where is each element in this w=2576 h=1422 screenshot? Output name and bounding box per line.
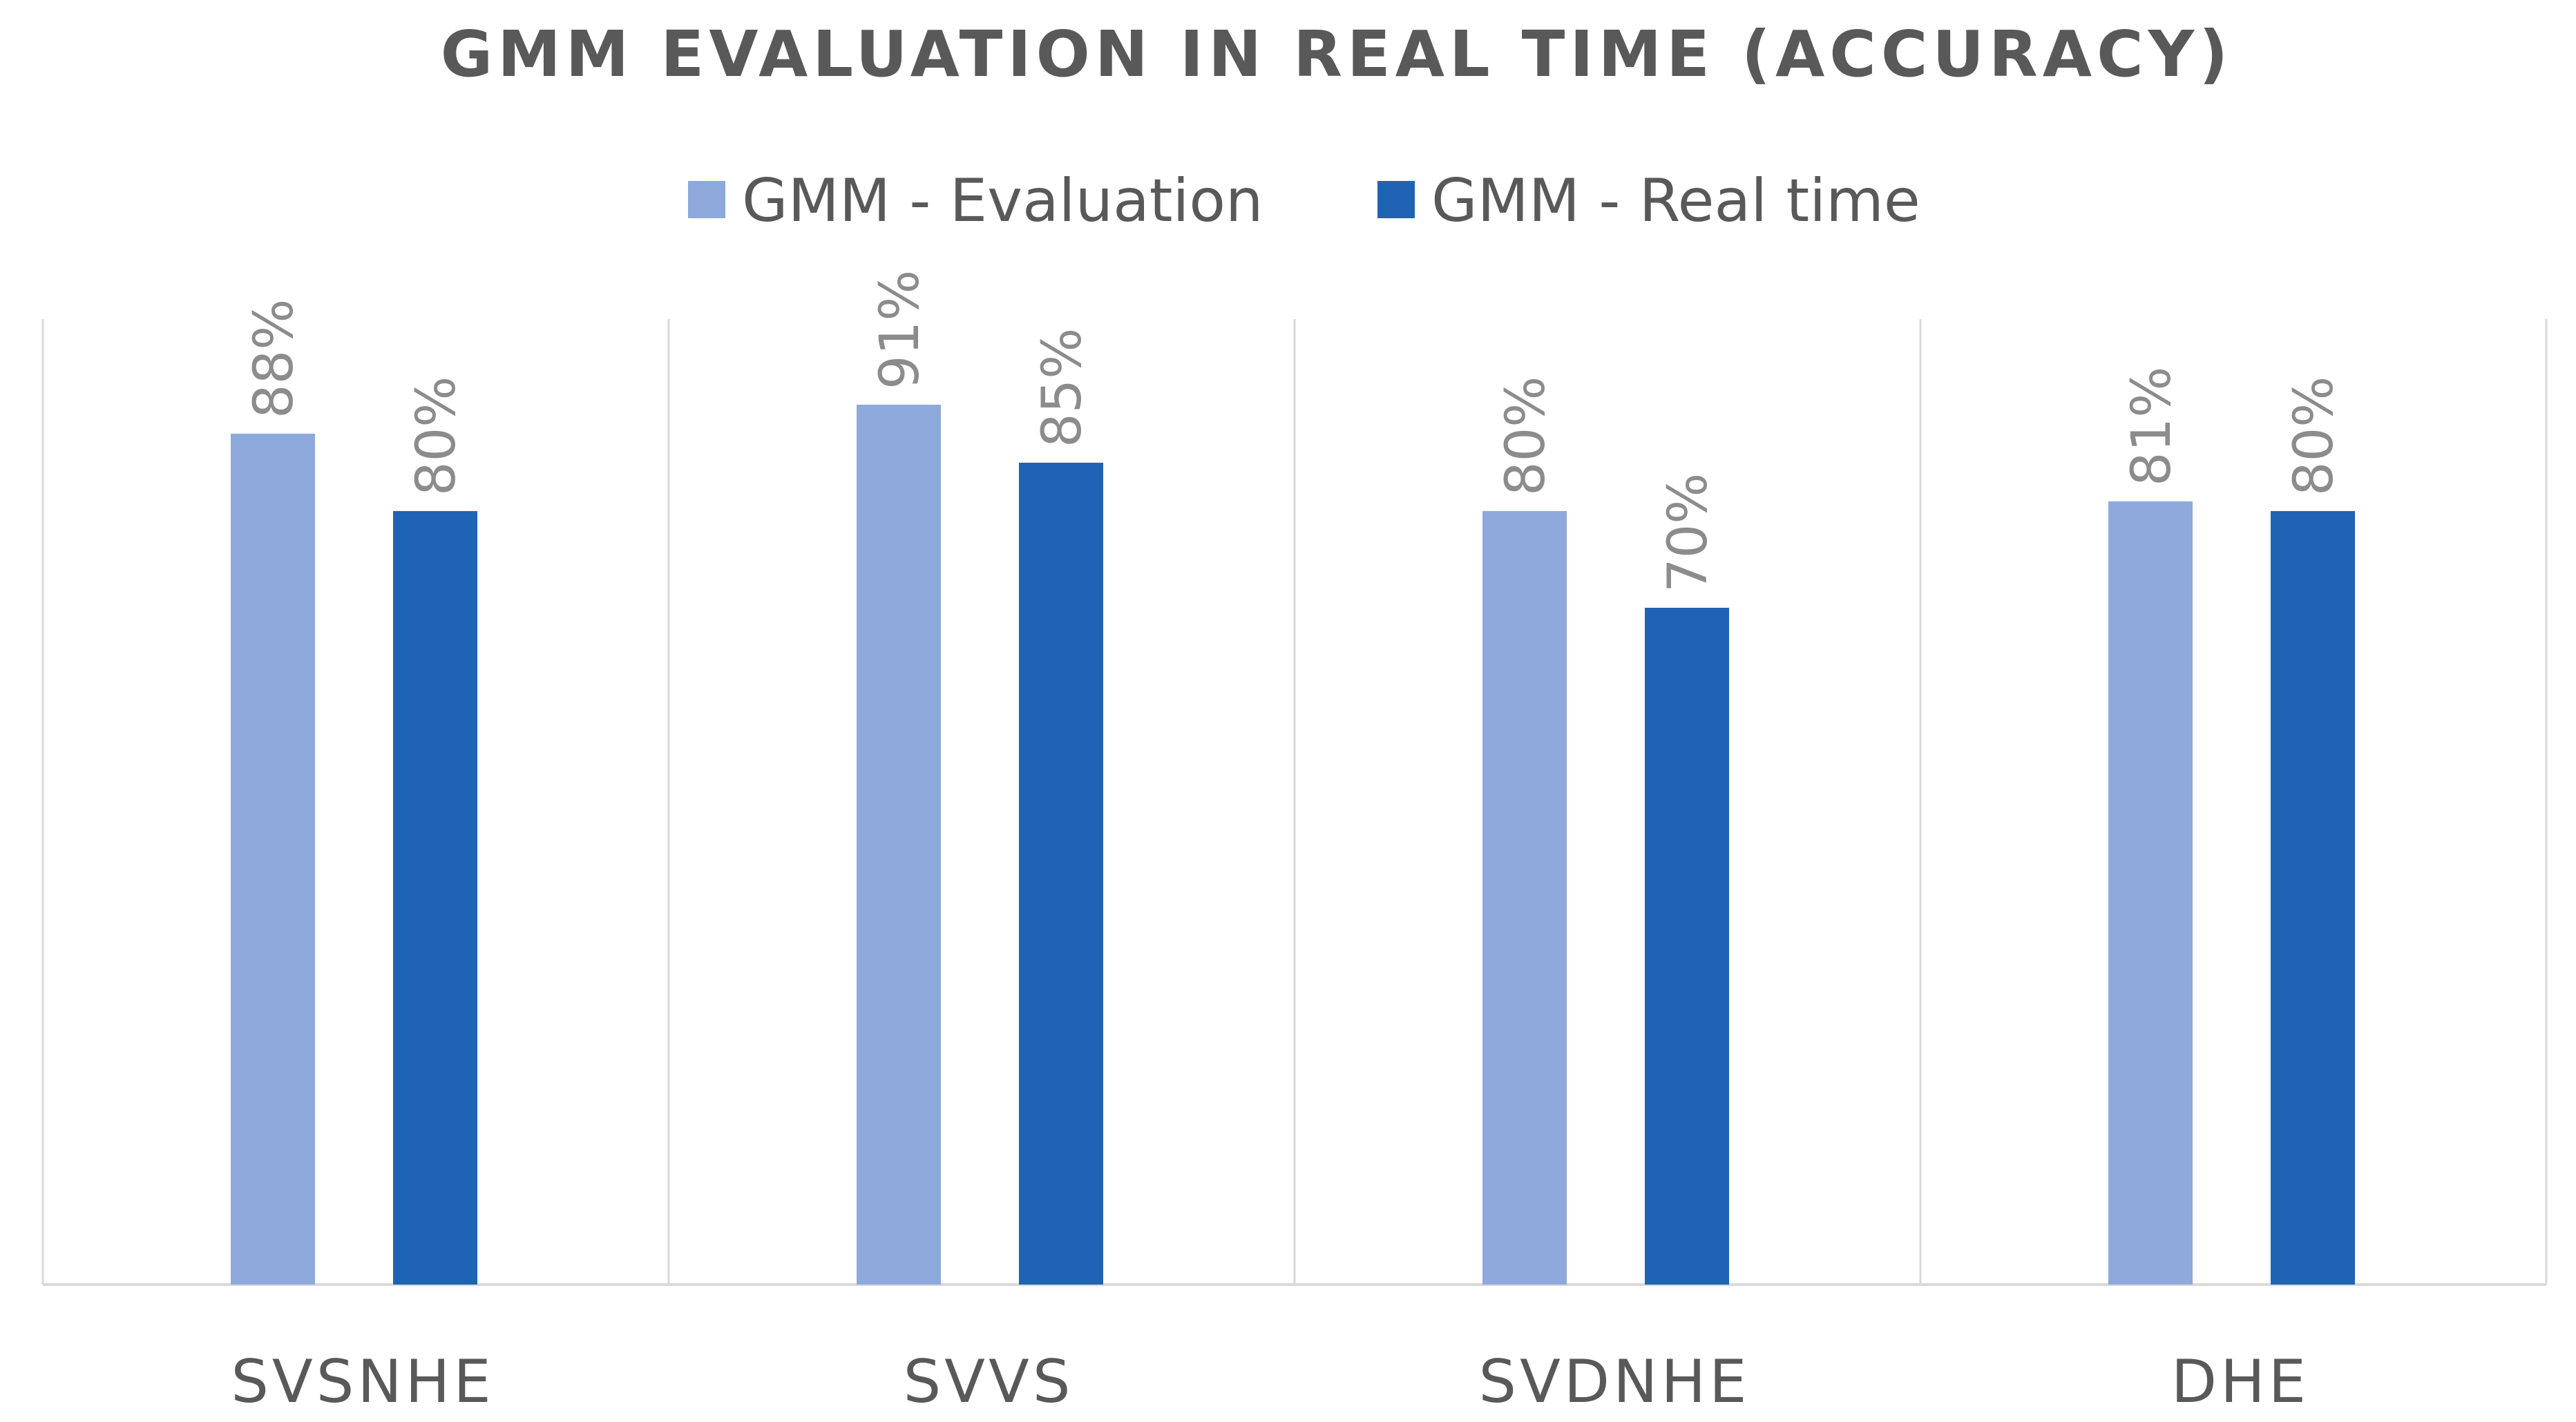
- data-label-dhe-series-1: 81%: [2121, 367, 2183, 486]
- x-tick-label-dhe: DHE: [2171, 1347, 2309, 1416]
- legend: GMM - Evaluation GMM - Real time: [688, 166, 1920, 236]
- data-label-svdnhe-series-2: 70%: [1657, 473, 1719, 593]
- data-label-dhe-series-2: 80%: [2283, 376, 2345, 496]
- legend-label-series-2: GMM - Real time: [1431, 166, 1920, 236]
- data-labels: 88% 80% 91% 85% 80% 70% 81% 80%: [243, 270, 2345, 593]
- bar-svvs-series-1: [857, 405, 941, 1285]
- data-label-svvs-series-1: 91%: [869, 270, 931, 390]
- x-axis-tick-labels: SVSNHE SVVS SVDNHE DHE: [231, 1347, 2309, 1416]
- bar-svsnhe-series-1: [231, 434, 315, 1285]
- bar-svvs-series-2: [1019, 463, 1103, 1285]
- data-label-svdnhe-series-1: 80%: [1495, 376, 1557, 496]
- data-label-svvs-series-2: 85%: [1031, 328, 1094, 448]
- bars: [231, 405, 2355, 1285]
- legend-swatch-series-1: [688, 181, 725, 218]
- x-tick-label-svdnhe: SVDNHE: [1479, 1347, 1750, 1416]
- bar-dhe-series-2: [2271, 511, 2355, 1285]
- legend-swatch-series-2: [1377, 181, 1415, 218]
- chart-title: GMM EVALUATION IN REAL TIME (ACCURACY): [441, 17, 2233, 91]
- bar-svsnhe-series-2: [393, 511, 477, 1285]
- x-tick-label-svsnhe: SVSNHE: [231, 1347, 494, 1416]
- data-label-svsnhe-series-1: 88%: [243, 299, 305, 419]
- bar-svdnhe-series-2: [1645, 608, 1729, 1285]
- bar-svdnhe-series-1: [1482, 511, 1567, 1285]
- legend-label-series-1: GMM - Evaluation: [742, 166, 1263, 236]
- bar-dhe-series-1: [2108, 501, 2193, 1285]
- data-label-svsnhe-series-2: 80%: [406, 376, 468, 496]
- x-tick-label-svvs: SVVS: [904, 1347, 1074, 1416]
